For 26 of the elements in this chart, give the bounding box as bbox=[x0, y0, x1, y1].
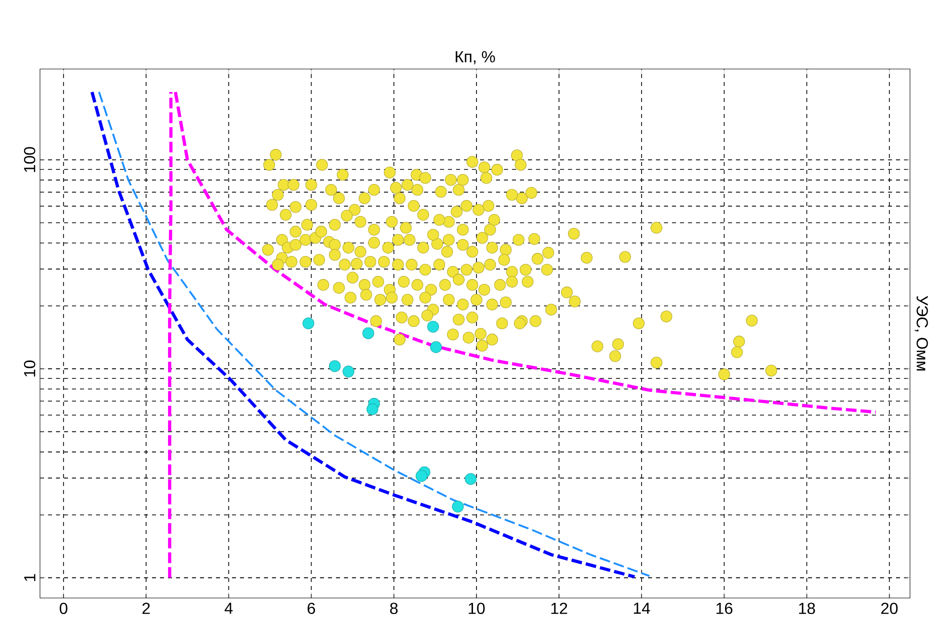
point bbox=[362, 327, 374, 340]
point bbox=[416, 470, 428, 482]
y-tick-label: 1 bbox=[24, 574, 36, 581]
y-tick-label: 100 bbox=[24, 147, 36, 172]
point bbox=[464, 473, 477, 485]
point bbox=[328, 360, 341, 372]
x-tick-label: 12 bbox=[551, 602, 568, 614]
y-tick-label: 10 bbox=[24, 360, 36, 376]
point bbox=[366, 403, 378, 416]
x-tick-label: 0 bbox=[60, 602, 68, 614]
x-tick-label: 4 bbox=[224, 602, 233, 614]
x-tick-label: 2 bbox=[142, 602, 150, 614]
x-tick-label: 10 bbox=[468, 602, 485, 614]
x-tick-label: 6 bbox=[308, 602, 316, 614]
point bbox=[342, 366, 354, 378]
point bbox=[427, 320, 439, 333]
x-tick-label: 8 bbox=[390, 602, 398, 614]
x-tick-label: 14 bbox=[634, 602, 650, 614]
point bbox=[430, 341, 442, 353]
point bbox=[302, 317, 314, 330]
x-axis-title: Кп, % bbox=[456, 51, 495, 64]
x-tick-label: 18 bbox=[799, 602, 815, 614]
point bbox=[452, 500, 464, 512]
x-tick-label: 20 bbox=[881, 602, 898, 614]
y-axis-title: УЭС, Омм bbox=[914, 296, 928, 370]
x-tick-label: 16 bbox=[716, 602, 732, 614]
